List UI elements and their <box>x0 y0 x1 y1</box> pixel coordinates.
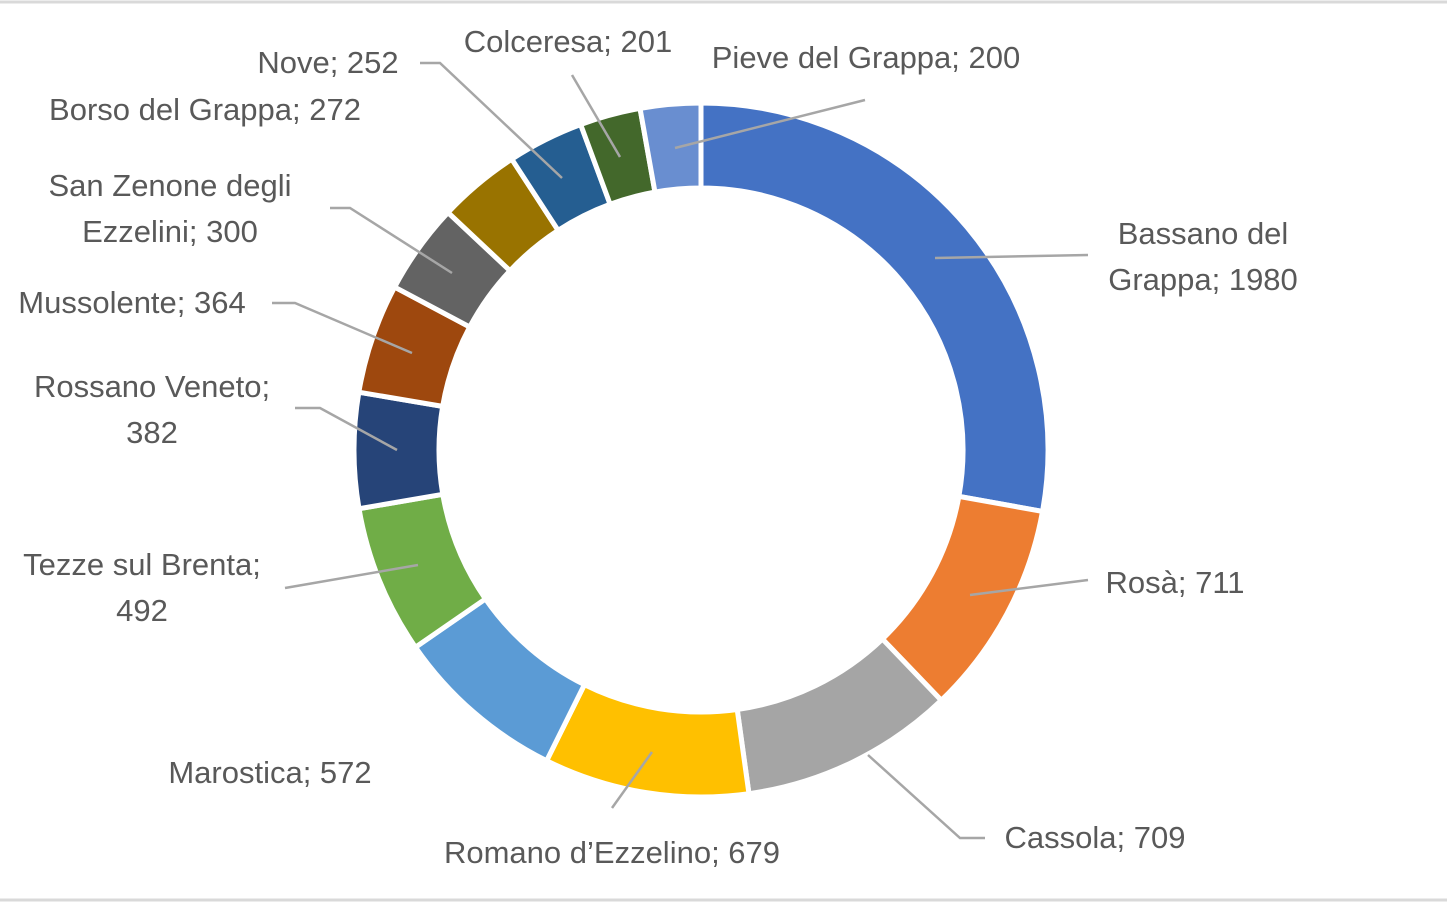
data-label: Borso del Grappa; 272 <box>49 92 361 127</box>
donut-segment <box>698 100 1051 515</box>
data-label: Nove; 252 <box>257 45 399 80</box>
leader-line <box>867 754 985 840</box>
data-label: Pieve del Grappa; 200 <box>711 40 1021 75</box>
data-label: Bassano del Grappa; 1980 <box>1108 216 1298 297</box>
data-label: Colceresa; 201 <box>463 24 673 59</box>
data-label: Rossano Veneto; 382 <box>33 369 271 450</box>
leader-line <box>330 206 453 275</box>
leader-line <box>295 406 398 452</box>
donut-segment <box>351 389 446 512</box>
data-label: San Zenone degli Ezzelini; 300 <box>48 168 292 249</box>
data-label: Tezze sul Brenta; 492 <box>23 547 261 628</box>
leader-line <box>420 61 563 179</box>
leader-line <box>272 301 413 355</box>
data-label: Marostica; 572 <box>168 755 372 790</box>
donut-segment <box>637 100 704 195</box>
leader-line <box>610 751 654 809</box>
data-label: Rosà; 711 <box>1105 565 1245 600</box>
leader-line <box>284 563 419 590</box>
leader-line <box>969 578 1089 597</box>
data-label: Romano d’Ezzelino; 679 <box>443 835 781 870</box>
leader-line <box>570 74 622 158</box>
data-label: Mussolente; 364 <box>18 285 246 320</box>
data-label: Cassola; 709 <box>1004 820 1186 855</box>
leader-line <box>674 98 866 150</box>
leader-line <box>934 253 1089 260</box>
